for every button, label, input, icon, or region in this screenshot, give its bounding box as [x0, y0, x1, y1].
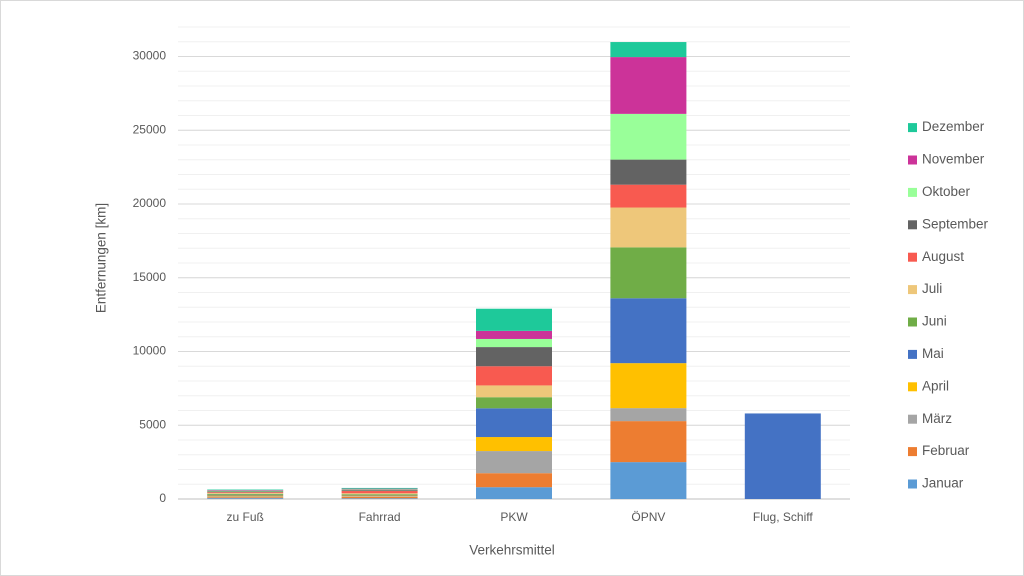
y-tick-label: 15000 — [133, 270, 167, 284]
legend-label: Juni — [922, 314, 947, 329]
x-axis-title: Verkehrsmittel — [469, 543, 555, 558]
bar-segment — [207, 496, 284, 498]
legend-swatch — [908, 285, 917, 295]
bar-segment — [476, 338, 552, 348]
bar-segment — [341, 491, 418, 494]
legend-swatch — [908, 123, 917, 133]
bar-segment — [610, 298, 687, 364]
bar-segment — [610, 42, 687, 58]
legend-swatch — [908, 414, 917, 424]
bar-segment — [207, 493, 284, 495]
bar-segment — [610, 421, 687, 463]
bar-segment — [610, 207, 687, 248]
y-tick-label: 20000 — [133, 196, 167, 210]
bar-segment — [610, 57, 687, 114]
bar-segment — [610, 184, 687, 208]
bar-segment — [476, 366, 552, 386]
legend-label: August — [922, 249, 964, 264]
bar-segment — [476, 308, 552, 331]
bar-segment — [476, 487, 552, 499]
x-tick-label: zu Fuß — [227, 510, 264, 524]
y-tick-label: 0 — [159, 491, 166, 505]
bar-segment — [341, 488, 418, 490]
bar-segment — [341, 493, 418, 495]
bar-segment — [207, 490, 284, 491]
bar-segment — [207, 492, 284, 493]
x-tick-label: Fahrrad — [359, 510, 401, 524]
legend-label: Dezember — [922, 119, 985, 134]
bar-segment — [476, 451, 552, 474]
legend-swatch — [908, 349, 917, 359]
x-tick-label: ÖPNV — [631, 510, 665, 524]
legend-label: März — [922, 411, 952, 426]
bar-segment — [476, 330, 552, 339]
bar-segment — [610, 462, 687, 499]
bar-segment — [476, 397, 552, 409]
y-tick-label: 5000 — [139, 417, 166, 431]
legend-swatch — [908, 447, 917, 457]
legend-label: September — [922, 216, 989, 231]
legend-swatch — [908, 382, 917, 392]
legend-swatch — [908, 479, 917, 489]
legend-swatch — [908, 252, 917, 262]
bar-segment — [341, 495, 418, 497]
bar-segment — [341, 490, 418, 492]
legend-swatch — [908, 155, 917, 165]
bar-segment — [610, 363, 687, 409]
legend-label: Januar — [922, 476, 964, 491]
bar-segment — [341, 494, 418, 495]
bar-segment — [610, 408, 687, 422]
bar-segment — [207, 495, 284, 497]
bar-segment — [744, 413, 821, 499]
legend-swatch — [908, 317, 917, 327]
y-tick-label: 30000 — [133, 49, 167, 63]
bar-segment — [476, 473, 552, 488]
bar-segment — [207, 497, 284, 499]
bar-segment — [476, 437, 552, 452]
legend-label: Mai — [922, 346, 944, 361]
bar-segment — [341, 498, 418, 499]
bar-segment — [476, 385, 552, 398]
bar-segment — [341, 496, 418, 499]
bar-segment — [341, 489, 418, 491]
bar-segment — [610, 247, 687, 299]
legend-label: Februar — [922, 443, 970, 458]
bar-segment — [207, 490, 284, 492]
bar-segment — [341, 494, 418, 496]
legend-label: Oktober — [922, 184, 971, 199]
bar-segment — [341, 496, 418, 497]
bar-segment — [207, 498, 284, 499]
bar-segment — [207, 494, 284, 496]
bar-segment — [341, 487, 418, 489]
y-tick-label: 10000 — [133, 344, 167, 358]
legend-swatch — [908, 220, 917, 230]
bar-segment — [207, 492, 284, 494]
bar-segment — [610, 159, 687, 185]
x-tick-label: PKW — [500, 510, 528, 524]
bar-segment — [476, 408, 552, 438]
legend-swatch — [908, 187, 917, 197]
y-axis-title: Entfernungen [km] — [94, 203, 109, 313]
bar-segment — [207, 489, 284, 491]
bar-segment — [610, 113, 687, 160]
bar-segment — [476, 347, 552, 367]
y-tick-label: 25000 — [133, 122, 167, 136]
x-tick-label: Flug, Schiff — [753, 510, 813, 524]
legend-label: Juli — [922, 281, 942, 296]
legend-label: November — [922, 152, 985, 167]
legend-label: April — [922, 378, 949, 393]
bar-segment — [207, 491, 284, 493]
